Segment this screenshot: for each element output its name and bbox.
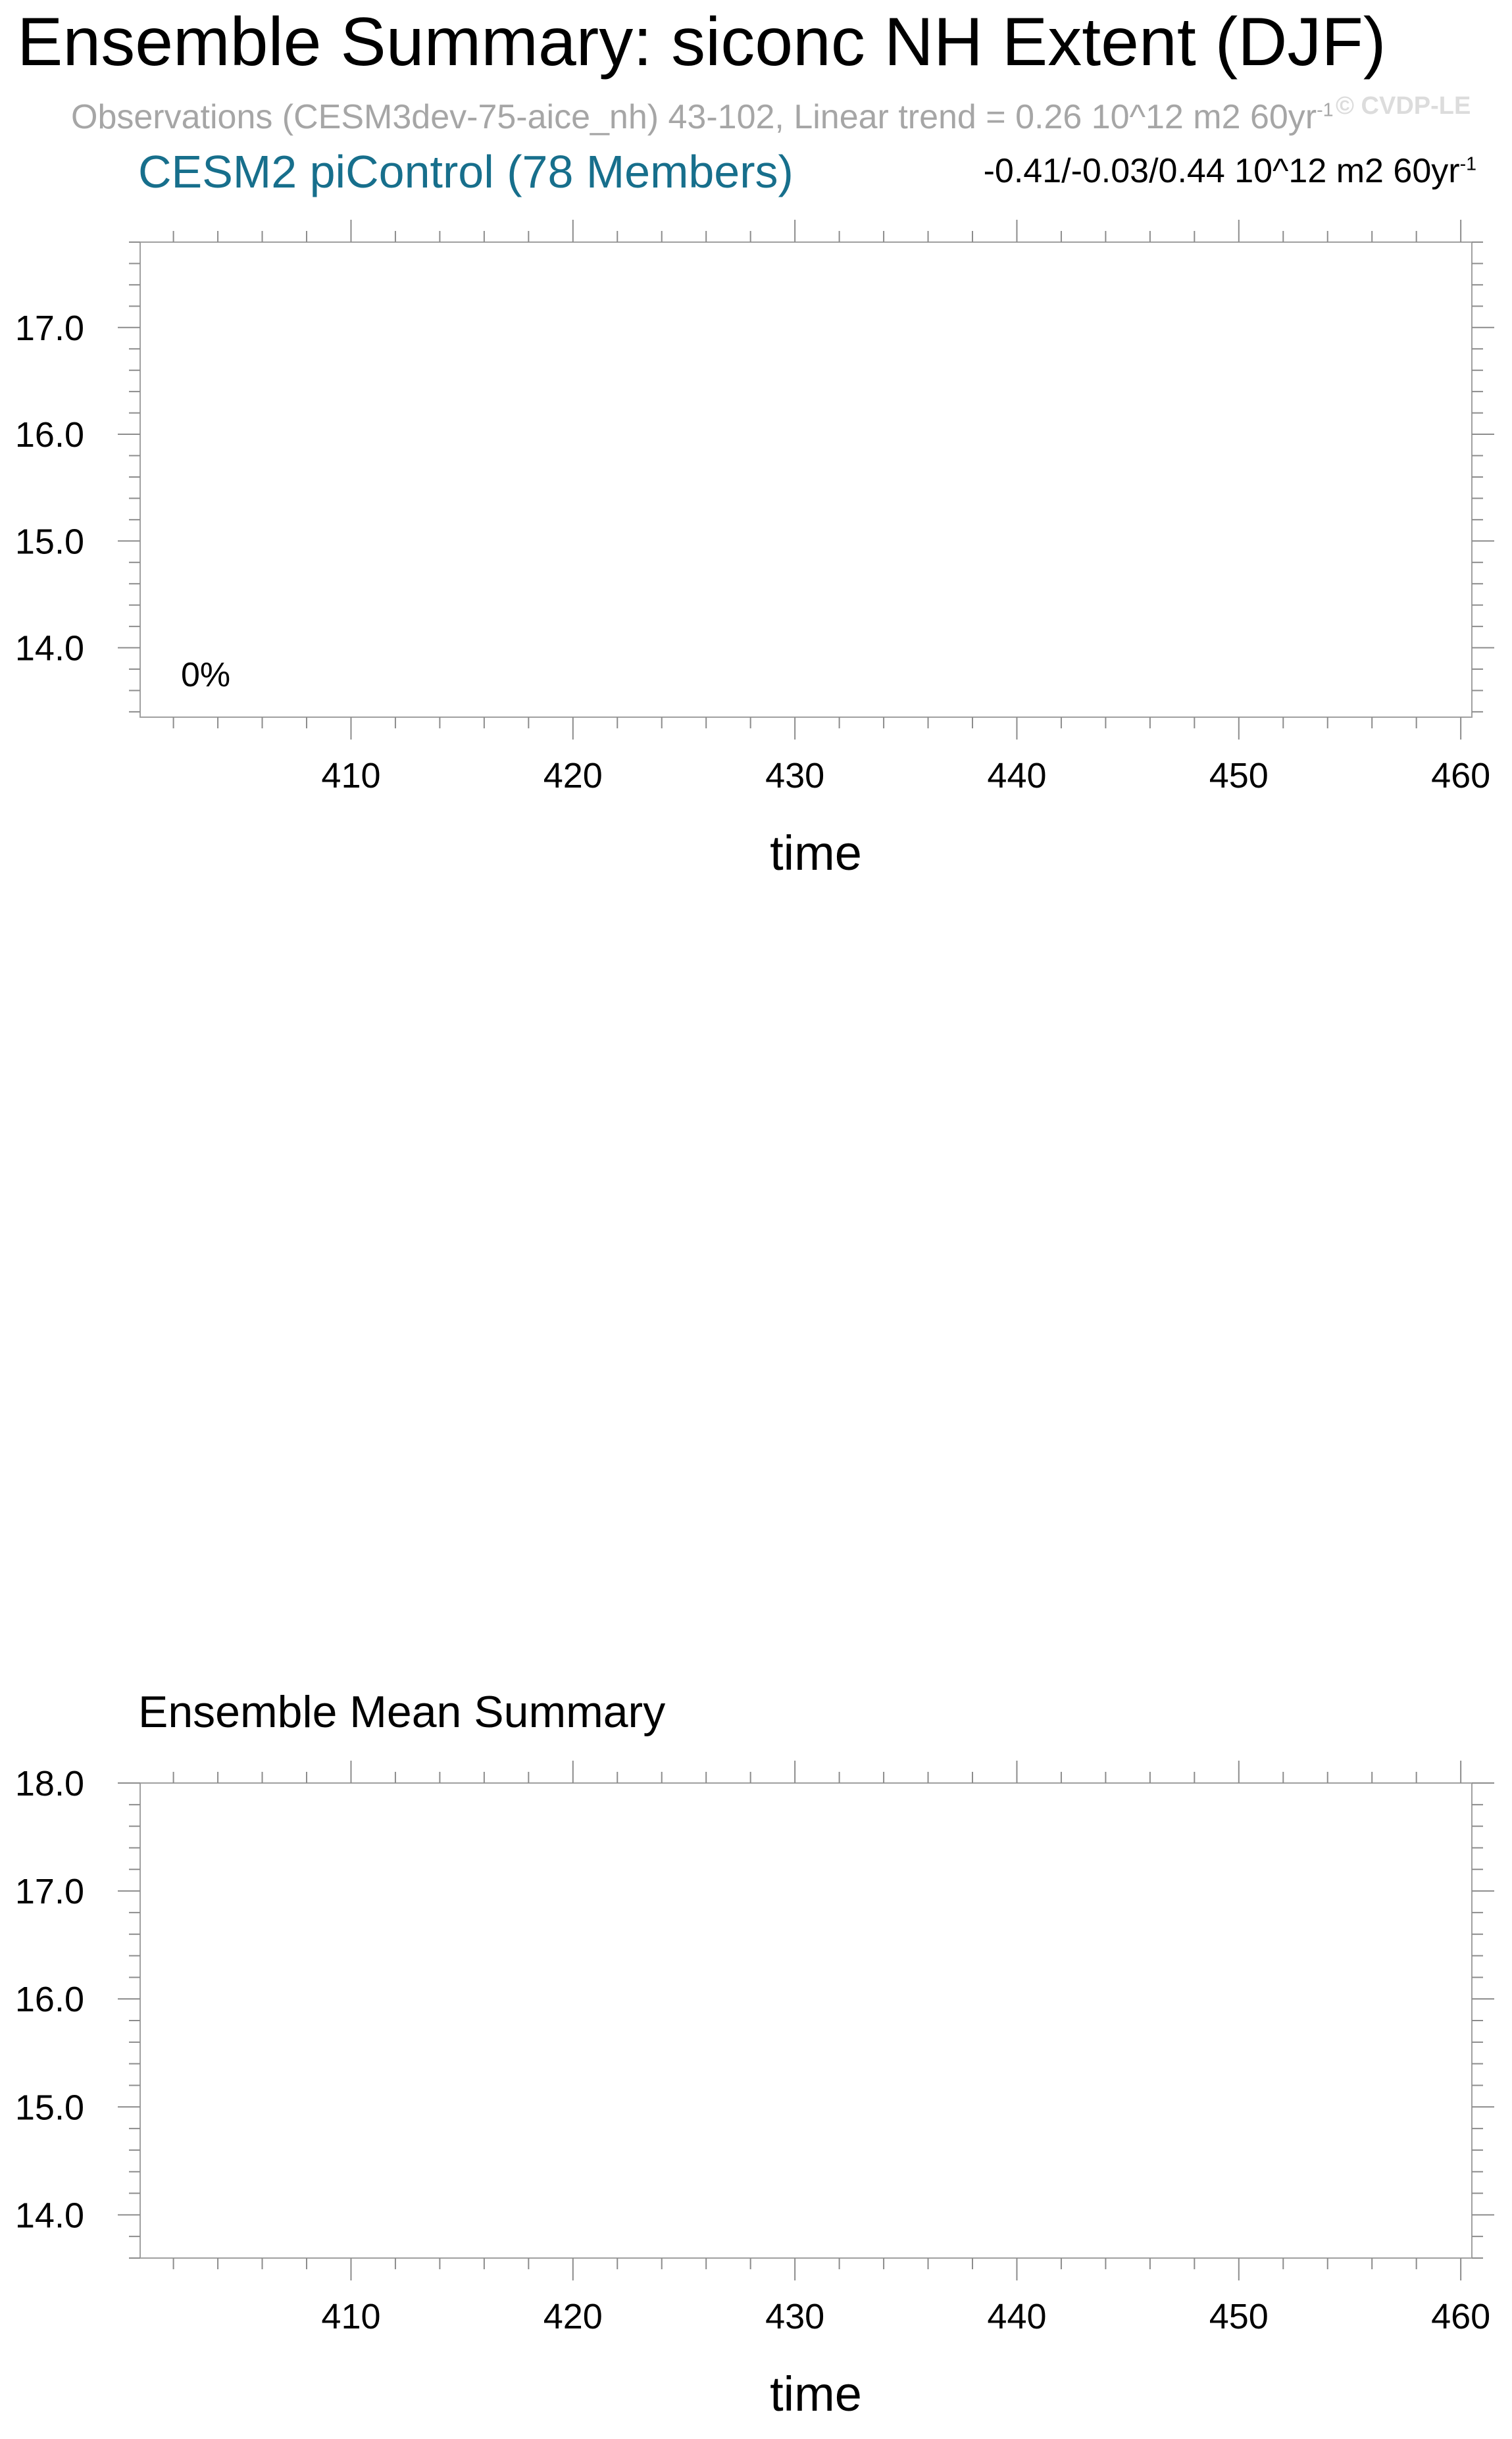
observations-text: Observations (CESM3dev-75-aice_nh) 43-10… [71, 98, 1317, 136]
chart-panel-1: 410 420 430 440 450 460 14.0 15.0 16.0 17.0 time 0% [15, 220, 1494, 880]
observations-unit-exponent: -1 [1317, 99, 1334, 121]
y-tick-label: 18.0 [15, 1764, 84, 1803]
x-tick-label: 460 [1431, 2297, 1490, 2336]
x-tick-label: 430 [765, 756, 824, 795]
x-tick-label: 460 [1431, 756, 1490, 795]
y-tick-label: 14.0 [15, 629, 84, 668]
x-tick-label: 430 [765, 2297, 824, 2336]
y-tick-label: 17.0 [15, 309, 84, 348]
y-tick-label: 16.0 [15, 415, 84, 455]
x-tick-label: 450 [1209, 756, 1269, 795]
y-tick-label: 15.0 [15, 522, 84, 561]
x-axis-title: time [770, 2367, 862, 2421]
observations-subtitle: Observations (CESM3dev-75-aice_nh) 43-10… [71, 100, 1334, 134]
panel-1-trend-label: -0.41/-0.03/0.44 10^12 m2 60yr-1 [984, 154, 1476, 188]
x-tick-label: 410 [321, 756, 380, 795]
x-axis-title: time [770, 826, 862, 880]
y-tick-label: 16.0 [15, 1980, 84, 2019]
trend-label-exponent: -1 [1459, 153, 1476, 175]
x-tick-label: 440 [987, 2297, 1046, 2336]
panel-1-title: CESM2 piControl (78 Members) [138, 146, 794, 197]
watermark: © CVDP-LE [1336, 92, 1471, 120]
y-tick-label: 14.0 [15, 2196, 84, 2235]
y-tick-label: 17.0 [15, 1872, 84, 1911]
panel-2-title: Ensemble Mean Summary [138, 1687, 666, 1737]
x-tick-label: 420 [543, 2297, 603, 2336]
y-tick-label: 15.0 [15, 2088, 84, 2127]
trend-label-text: -0.41/-0.03/0.44 10^12 m2 60yr [983, 152, 1460, 190]
plot-frame [139, 1782, 1473, 2259]
main-title: Ensemble Summary: siconc NH Extent (DJF) [17, 4, 1386, 80]
x-tick-label: 450 [1209, 2297, 1269, 2336]
x-tick-label: 440 [987, 756, 1046, 795]
percent-annotation: 0% [181, 656, 230, 694]
x-tick-label: 420 [543, 756, 603, 795]
x-tick-label: 410 [321, 2297, 380, 2336]
plot-frame [139, 241, 1473, 718]
